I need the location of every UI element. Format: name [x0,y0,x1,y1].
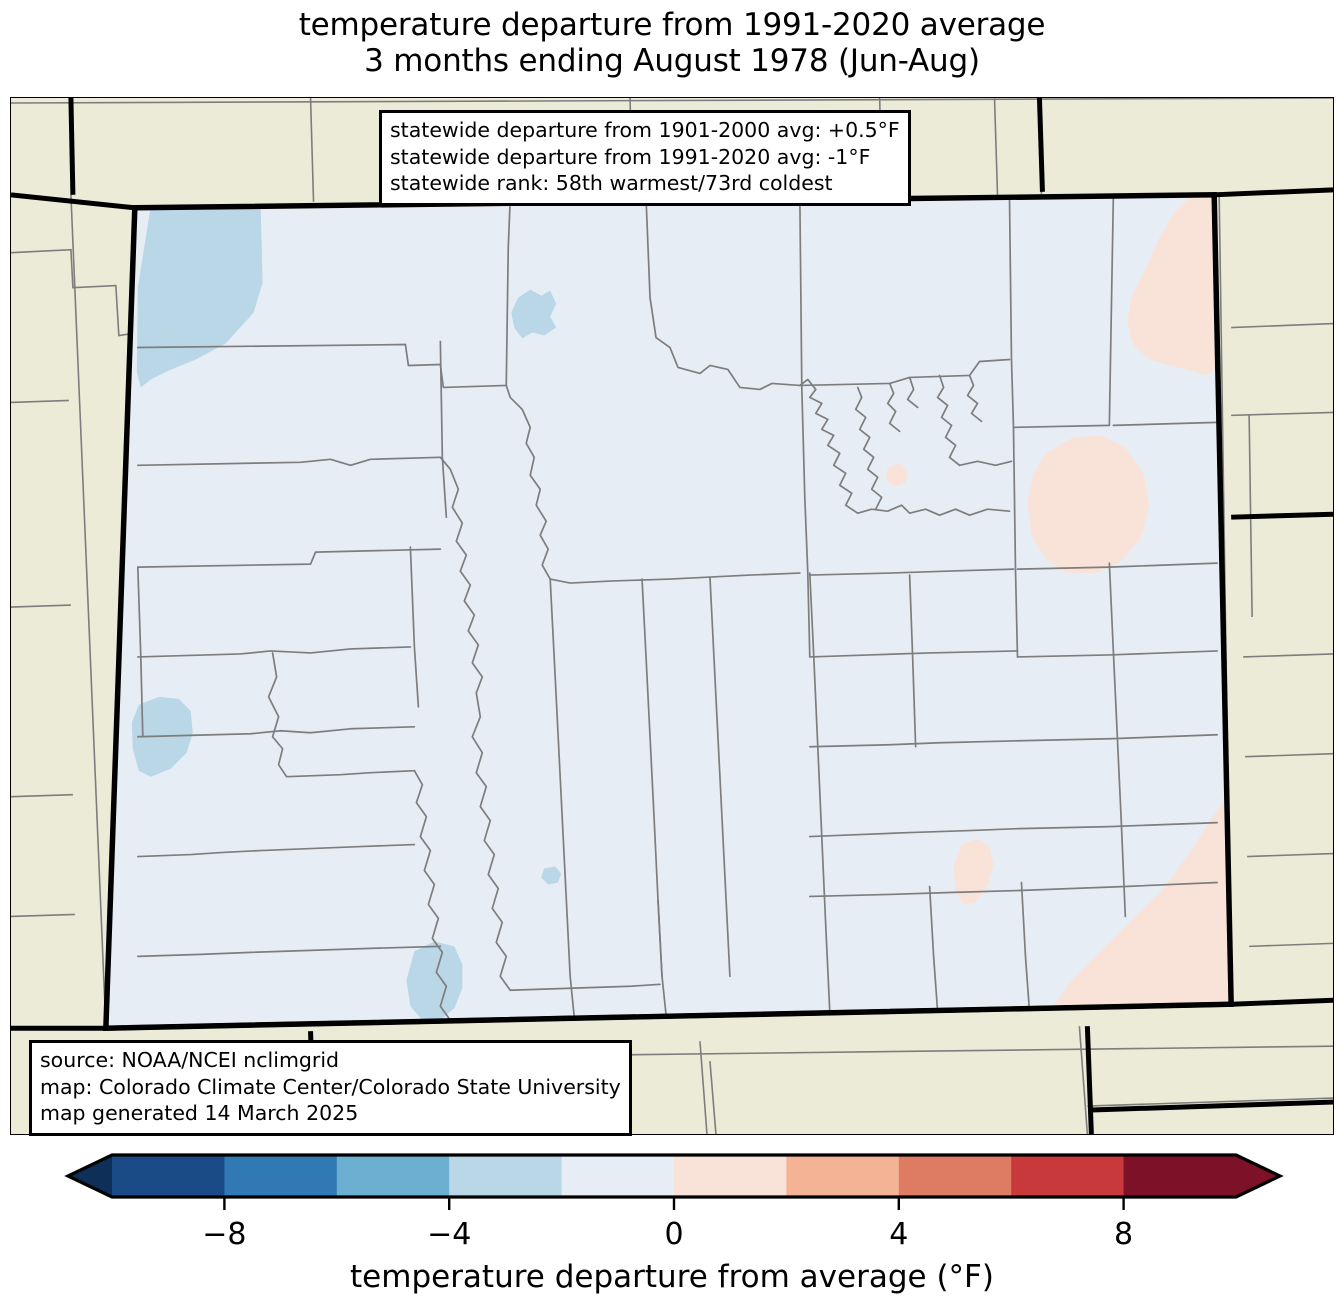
source-line-1: source: NOAA/NCEI nclimgrid [40,1048,340,1072]
colorbar-tick-label: 8 [1114,1217,1133,1252]
colorbar-band-0-to-2 [674,1155,787,1197]
anomaly-patch-east-central-warm [1027,435,1150,574]
anomaly-patch-south-central-cool [406,941,463,1021]
title-line-1: temperature departure from 1991-2020 ave… [298,7,1046,43]
colorbar-band--4-to--2 [449,1155,563,1197]
colorbar-band-6-to-8 [1011,1155,1125,1197]
colorbar-band--10-to--8 [112,1155,225,1197]
title-line-2: 3 months ending August 1978 (Jun-Aug) [364,42,980,79]
anomaly-patch-north-central-cool [511,289,557,339]
stats-line-3: statewide rank: 58th warmest/73rd coldes… [390,171,833,196]
anomaly-patch-southeast-small-warm [953,838,994,905]
colorbar-axis-label: temperature departure from average (°F) [350,1259,994,1295]
colorbar-panel: −8 −4 0 4 8 temperature departure from avera… [0,1145,1344,1299]
colorado-temperature-anomaly-map [11,98,1333,1134]
statewide-stats-box: statewide departure from 1901-2000 avg: … [379,110,911,206]
colorbar-band-2-to-4 [786,1155,900,1197]
colorbar-border [64,1153,1284,1199]
anomaly-patch-southeast-warm [1049,796,1232,1012]
colorbar-bands [68,1155,1280,1197]
map-panel [10,97,1334,1135]
colorbar-band--2-to-0 [561,1155,675,1197]
source-line-3: map generated 14 March 2025 [40,1101,359,1126]
source-attribution-box: source: NOAA/NCEI nclimgrid map: Colorad… [29,1040,632,1136]
stats-line-2: statewide departure from 1991-2020 avg: … [390,144,871,169]
anomaly-patch-northwest-cool [136,204,263,388]
anomaly-fill-group [105,194,1232,1029]
colorbar-tick-label: 4 [889,1217,908,1252]
colorbar-band-4-to-6 [898,1155,1012,1197]
anomaly-band-minus2-to-0 [105,194,1232,1029]
page-title: temperature departure from 1991-2020 ave… [0,7,1344,80]
colorbar-band-8-to-10 [1123,1155,1237,1197]
colorado-county-lines [136,194,1219,1022]
colorbar-ticks: −8 −4 0 4 8 [202,1197,1133,1252]
colorbar-tick-label: −8 [202,1217,246,1252]
colorbar-extend-min [68,1155,112,1197]
source-line-2: map: Colorado Climate Center/Colorado St… [40,1074,621,1099]
stats-line-1: statewide departure from 1901-2000 avg: … [390,118,900,142]
colorbar-tick-label: −4 [427,1217,471,1252]
colorbar-band--6-to--4 [336,1155,450,1197]
anomaly-patch-san-luis-cool [541,866,562,885]
colorbar-svg: −8 −4 0 4 8 temperature departure from avera… [64,1153,1284,1295]
anomaly-patch-northeast-warm [1127,196,1218,376]
colorbar-band--8-to--6 [224,1155,338,1197]
anomaly-patch-denver-warm-dot [885,463,908,488]
colorbar-extend-max [1236,1155,1280,1197]
colorbar-outline [64,1153,1284,1199]
colorbar-tick-label: 0 [664,1217,683,1252]
